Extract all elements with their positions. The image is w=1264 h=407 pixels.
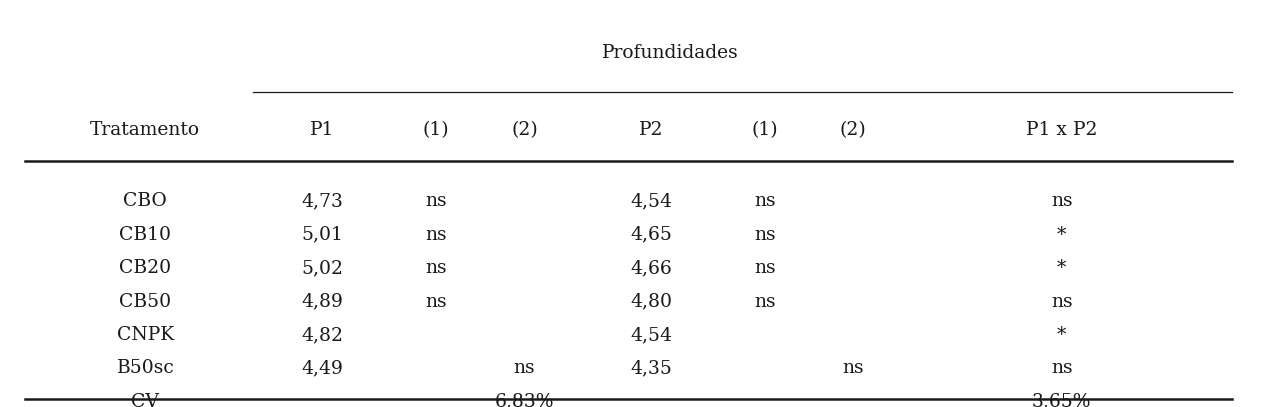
Text: ns: ns — [1050, 359, 1073, 377]
Text: 4,54: 4,54 — [629, 326, 672, 344]
Text: (1): (1) — [422, 121, 450, 139]
Text: 4,80: 4,80 — [629, 293, 672, 311]
Text: P1: P1 — [310, 121, 335, 139]
Text: 4,89: 4,89 — [301, 293, 344, 311]
Text: ns: ns — [842, 359, 865, 377]
Text: ns: ns — [425, 259, 447, 277]
Text: (2): (2) — [511, 121, 538, 139]
Text: ns: ns — [1050, 193, 1073, 210]
Text: ns: ns — [753, 259, 776, 277]
Text: CBO: CBO — [124, 193, 167, 210]
Text: 4,35: 4,35 — [629, 359, 672, 377]
Text: *: * — [1057, 326, 1067, 344]
Text: ns: ns — [425, 193, 447, 210]
Text: CB50: CB50 — [119, 293, 172, 311]
Text: CB20: CB20 — [119, 259, 172, 277]
Text: *: * — [1057, 226, 1067, 244]
Text: CNPK: CNPK — [116, 326, 174, 344]
Text: ns: ns — [513, 359, 536, 377]
Text: 4,54: 4,54 — [629, 193, 672, 210]
Text: ns: ns — [753, 226, 776, 244]
Text: ns: ns — [1050, 293, 1073, 311]
Text: 4,82: 4,82 — [301, 326, 344, 344]
Text: ns: ns — [425, 293, 447, 311]
Text: 3,65%: 3,65% — [1031, 393, 1092, 407]
Text: Tratamento: Tratamento — [90, 121, 201, 139]
Text: CV: CV — [131, 393, 159, 407]
Text: Profundidades: Profundidades — [602, 44, 738, 62]
Text: 6,83%: 6,83% — [494, 393, 555, 407]
Text: (2): (2) — [839, 121, 867, 139]
Text: ns: ns — [753, 293, 776, 311]
Text: ns: ns — [425, 226, 447, 244]
Text: P1 x P2: P1 x P2 — [1026, 121, 1097, 139]
Text: 4,66: 4,66 — [629, 259, 672, 277]
Text: 5,02: 5,02 — [301, 259, 344, 277]
Text: 4,65: 4,65 — [629, 226, 672, 244]
Text: 4,73: 4,73 — [301, 193, 344, 210]
Text: P2: P2 — [638, 121, 664, 139]
Text: (1): (1) — [751, 121, 779, 139]
Text: CB10: CB10 — [119, 226, 172, 244]
Text: *: * — [1057, 259, 1067, 277]
Text: 4,49: 4,49 — [301, 359, 344, 377]
Text: 5,01: 5,01 — [301, 226, 344, 244]
Text: B50sc: B50sc — [116, 359, 174, 377]
Text: ns: ns — [753, 193, 776, 210]
